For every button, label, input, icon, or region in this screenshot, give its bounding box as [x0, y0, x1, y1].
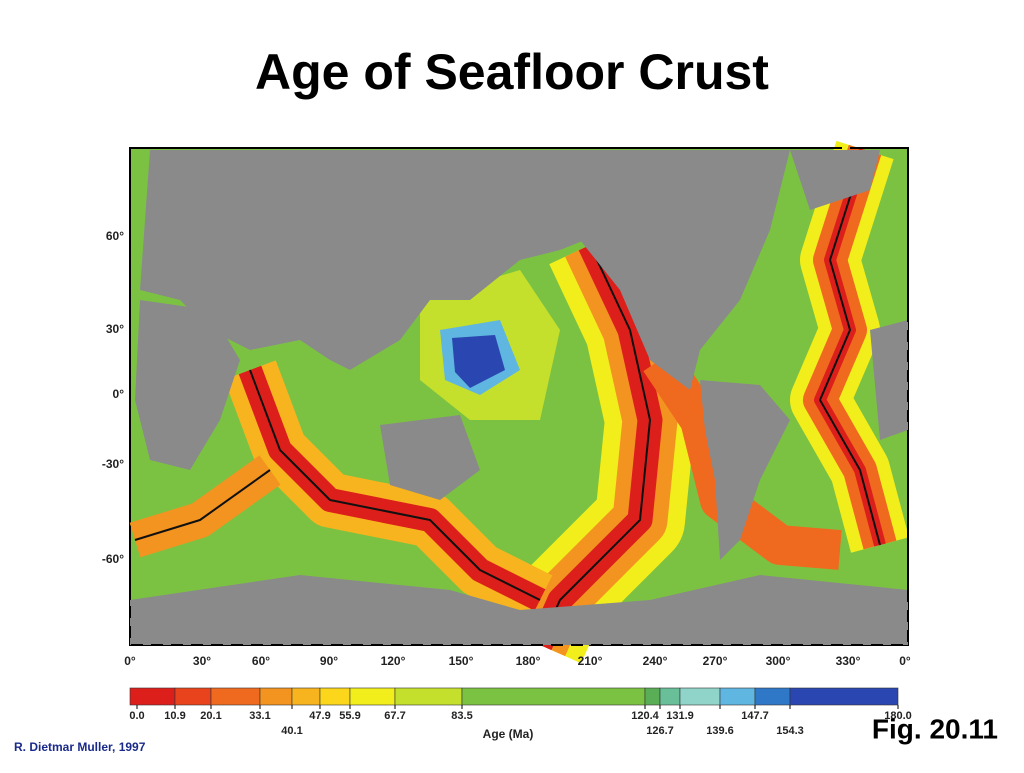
longitude-label: 210°: [578, 654, 603, 668]
colorbar-segment: [129, 687, 176, 706]
colorbar-tick-label: 83.5: [451, 710, 472, 722]
latitude-label: -60°: [102, 552, 124, 566]
colorbar-segment: [754, 687, 791, 706]
colorbar-segment: [679, 687, 721, 706]
ocean-zone: [452, 335, 505, 388]
longitude-label: 60°: [252, 654, 270, 668]
colorbar-segment: [644, 687, 661, 706]
colorbar-segment: [259, 687, 293, 706]
slide-title: Age of Seafloor Crust: [255, 44, 769, 100]
colorbar-segment: [319, 687, 351, 706]
credit: R. Dietmar Muller, 1997: [14, 740, 146, 754]
colorbar-segment: [719, 687, 756, 706]
colorbar-tick-label: 40.1: [281, 725, 302, 737]
latitude-label: -30°: [102, 457, 124, 471]
colorbar-tick-label: 47.9: [309, 710, 330, 722]
colorbar-tick-label: 139.6: [706, 725, 734, 737]
colorbar-tick-label: 147.7: [741, 710, 769, 722]
longitude-label: 180°: [516, 654, 541, 668]
longitude-label: 120°: [381, 654, 406, 668]
colorbar-segment: [789, 687, 899, 706]
colorbar-tick-label: 33.1: [249, 710, 270, 722]
colorbar-tick-label: 55.9: [339, 710, 360, 722]
colorbar-tick-label: 67.7: [384, 710, 405, 722]
longitude-label: 270°: [703, 654, 728, 668]
longitude-label: 330°: [836, 654, 861, 668]
longitude-label: 300°: [766, 654, 791, 668]
latitude-label: 0°: [113, 387, 125, 401]
colorbar-segment: [210, 687, 261, 706]
colorbar-label: Age (Ma): [483, 727, 534, 741]
longitude-label: 150°: [449, 654, 474, 668]
colorbar-segment: [659, 687, 681, 706]
colorbar-segment: [174, 687, 212, 706]
longitude-label: 0°: [899, 654, 911, 668]
colorbar-tick-label: 10.9: [164, 710, 185, 722]
longitude-label: 30°: [193, 654, 211, 668]
colorbar-tick-label: 0.0: [129, 710, 144, 722]
longitude-label: 240°: [643, 654, 668, 668]
colorbar-segment: [291, 687, 321, 706]
latitude-label: 30°: [106, 322, 124, 336]
map: [129, 140, 909, 664]
colorbar-tick-label: 20.1: [200, 710, 221, 722]
colorbar-segment: [349, 687, 396, 706]
continents: [130, 150, 908, 645]
map-border: [129, 147, 909, 646]
figure-label: Fig. 20.11: [872, 713, 998, 744]
colorbar-tick-label: 120.4: [631, 710, 659, 722]
longitude-label: 90°: [320, 654, 338, 668]
colorbar-segment: [394, 687, 463, 706]
colorbar-segment: [461, 687, 646, 706]
colorbar-tick-label: 180.0: [884, 710, 912, 722]
longitude-label: 0°: [124, 654, 136, 668]
colorbar-tick-label: 131.9: [666, 710, 694, 722]
latitude-label: 60°: [106, 229, 124, 243]
colorbar-tick-label: 154.3: [776, 725, 804, 737]
colorbar-tick-label: 126.7: [646, 725, 674, 737]
